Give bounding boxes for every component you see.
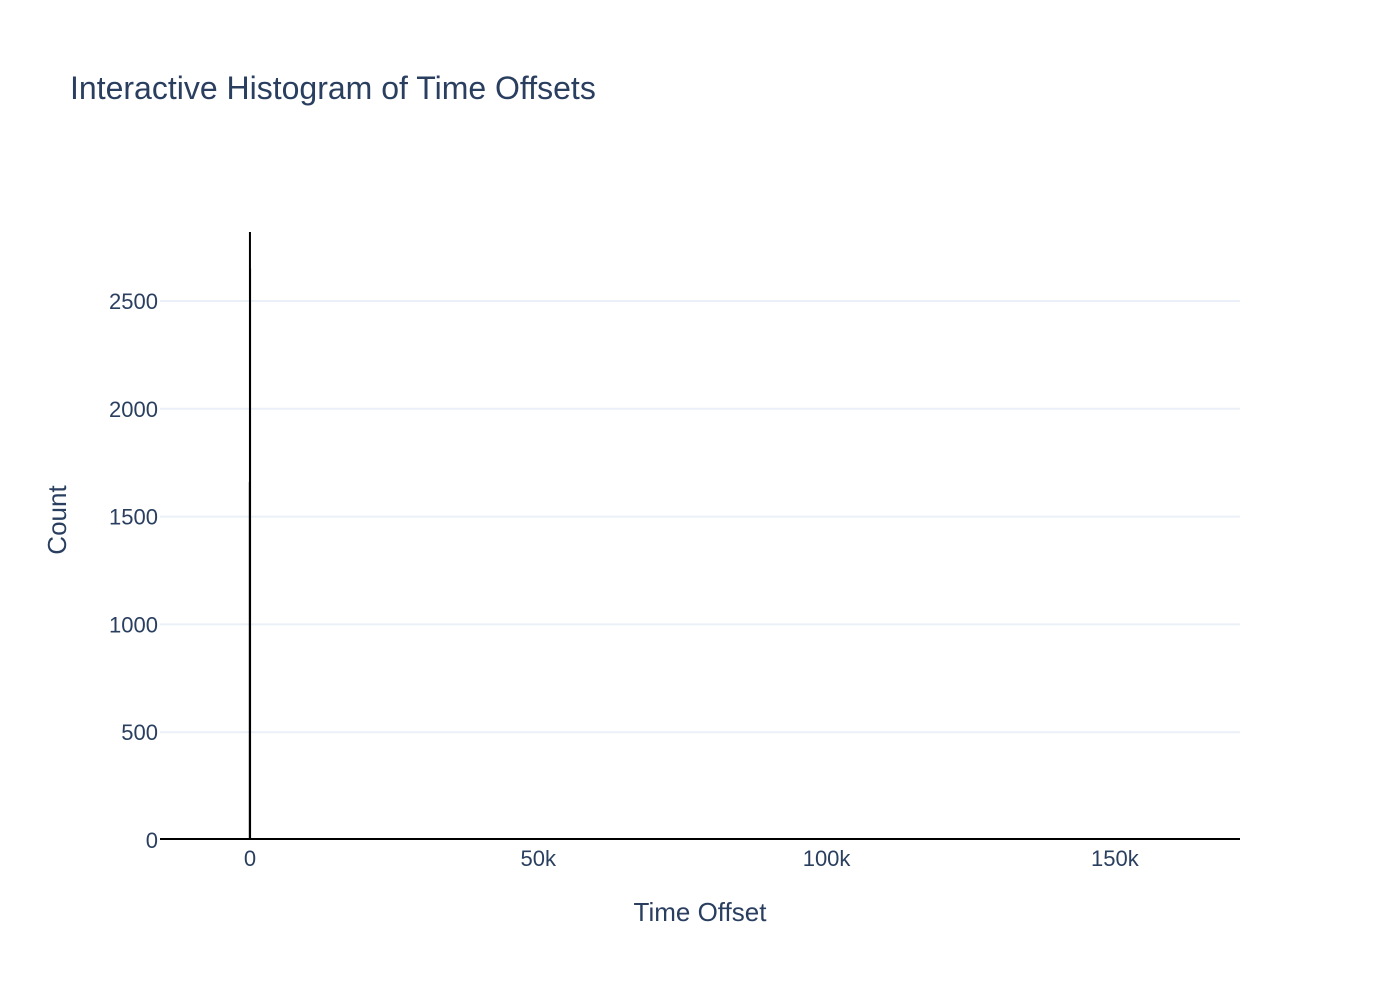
x-tick-label: 0 [244,846,256,871]
y-tick-label: 2500 [109,289,158,314]
y-tick-label: 500 [121,720,158,745]
axes: 0 500 1000 1500 2000 2500 0 50k 100k 150k [109,289,1240,871]
x-tick-label: 100k [803,846,852,871]
x-tick-label: 50k [521,846,557,871]
gridlines [160,299,1240,734]
y-tick-label: 2000 [109,397,158,422]
histogram-bars [248,232,252,841]
y-axis-label: Count [42,485,72,555]
x-axis-label: Time Offset [634,897,768,927]
y-tick-label: 1500 [109,505,158,530]
y-tick-label: 1000 [109,612,158,637]
y-tick-label: 0 [146,828,158,853]
histogram-bar [249,268,252,841]
chart-title: Interactive Histogram of Time Offsets [70,70,596,106]
x-tick-label: 150k [1091,846,1140,871]
